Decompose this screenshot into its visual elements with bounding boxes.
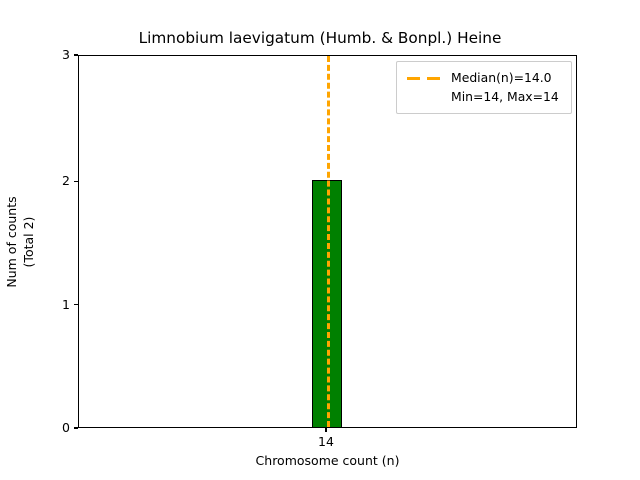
y-axis-label-line2: (Total 2) bbox=[21, 216, 36, 267]
y-tick-mark-0 bbox=[74, 427, 78, 429]
plot-inner bbox=[79, 56, 576, 427]
x-axis-label: Chromosome count (n) bbox=[255, 453, 400, 468]
y-axis-label: Num of counts (Total 2) bbox=[3, 196, 37, 287]
y-tick-mark-1 bbox=[74, 304, 78, 306]
y-tick-label-0: 0 bbox=[62, 420, 70, 435]
legend-entry-median: Median(n)=14.0 bbox=[406, 68, 562, 87]
y-axis-label-container: Num of counts (Total 2) bbox=[0, 55, 40, 428]
y-tick-label-1: 1 bbox=[62, 296, 70, 312]
y-tick-label-3: 3 bbox=[62, 47, 70, 62]
legend-entry-minmax: Min=14, Max=14 bbox=[406, 87, 562, 106]
chart-title: Limnobium laevigatum (Humb. & Bonpl.) He… bbox=[138, 29, 502, 47]
y-tick-label-2: 2 bbox=[62, 173, 70, 189]
median-line bbox=[327, 56, 330, 427]
x-tick-mark-14 bbox=[325, 428, 327, 432]
legend: Median(n)=14.0 Min=14, Max=14 bbox=[396, 61, 572, 114]
y-axis-label-line1: Num of counts bbox=[4, 195, 19, 288]
legend-label-minmax: Min=14, Max=14 bbox=[451, 89, 559, 104]
plot-area bbox=[78, 55, 577, 428]
legend-label-median: Median(n)=14.0 bbox=[451, 70, 552, 85]
x-tick-label-14: 14 bbox=[318, 434, 334, 449]
dashed-line-icon bbox=[406, 72, 442, 84]
y-tick-mark-2 bbox=[74, 180, 78, 182]
y-tick-mark-3 bbox=[74, 54, 78, 56]
